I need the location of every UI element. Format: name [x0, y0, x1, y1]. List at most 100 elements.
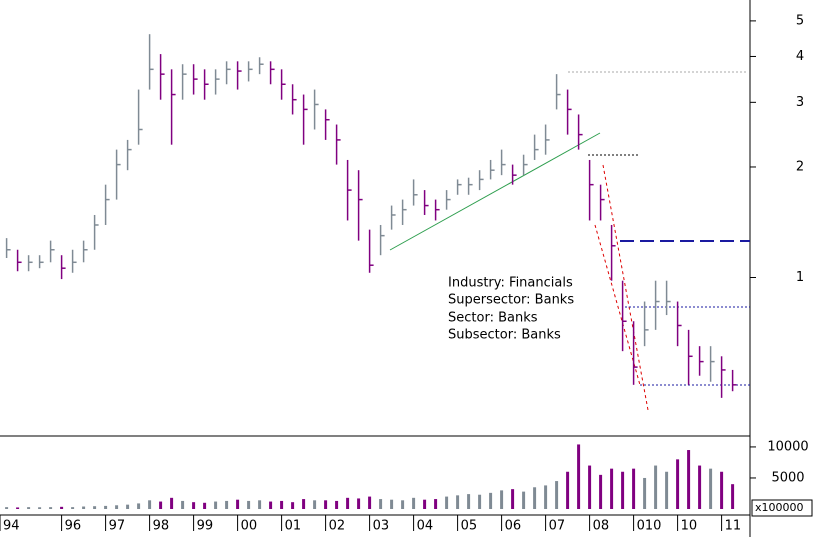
- annotation: Supersector: Banks: [448, 293, 574, 308]
- volume-bar: [192, 502, 196, 509]
- volume-bar: [214, 501, 218, 509]
- volume-bar: [698, 465, 702, 509]
- volume-bar: [82, 506, 86, 509]
- volume-bar: [346, 497, 350, 509]
- volume-bar: [467, 494, 471, 509]
- y-tick-label: 3: [796, 95, 804, 110]
- volume-bar: [709, 468, 713, 509]
- annotation: Subsector: Banks: [448, 328, 561, 343]
- volume-bar: [500, 490, 504, 509]
- volume-bar: [632, 468, 636, 509]
- volume-bar: [555, 481, 559, 509]
- volume-bar: [390, 499, 394, 509]
- x-tick-label: 06: [505, 519, 522, 534]
- volume-bar: [654, 465, 658, 509]
- volume-bar: [280, 500, 284, 509]
- y-tick-label: 5: [796, 13, 804, 28]
- volume-bar: [687, 450, 691, 509]
- y-tick-label: 2: [796, 159, 804, 174]
- volume-bar: [225, 500, 229, 509]
- volume-bar: [269, 501, 273, 509]
- volume-bar: [544, 485, 548, 509]
- volume-bar: [665, 471, 669, 509]
- volume-bar: [522, 491, 526, 509]
- volume-bar: [291, 502, 295, 509]
- volume-unit: x100000: [755, 501, 804, 514]
- volume-bar: [324, 500, 328, 509]
- volume-bar: [126, 504, 130, 509]
- volume-bar: [621, 471, 625, 509]
- volume-bar: [236, 499, 240, 509]
- volume-bar: [489, 492, 493, 509]
- x-tick-label: 02: [329, 519, 346, 534]
- volume-bar: [434, 499, 438, 509]
- x-tick-label: 96: [65, 519, 82, 534]
- volume-bar: [357, 498, 361, 509]
- volume-bar: [181, 500, 185, 509]
- volume-bar: [731, 484, 735, 509]
- volume-bar: [478, 494, 482, 509]
- x-tick-label: 98: [153, 519, 170, 534]
- volume-bar: [104, 505, 108, 509]
- volume-tick-label: 10000: [767, 439, 808, 454]
- volume-bar: [412, 497, 416, 509]
- x-tick-label: 99: [197, 519, 214, 534]
- x-tick-label: 01: [285, 519, 302, 534]
- volume-bar: [676, 459, 680, 509]
- x-tick-label: 07: [549, 519, 566, 534]
- volume-bar: [148, 500, 152, 509]
- volume-bar: [71, 507, 75, 509]
- volume-tick-label: 5000: [771, 470, 804, 485]
- volume-bar: [247, 500, 251, 509]
- volume-bar: [203, 502, 207, 509]
- volume-bar: [599, 474, 603, 509]
- volume-bar: [258, 500, 262, 509]
- annotation: Industry: Financials: [448, 276, 573, 291]
- channel-line: [594, 224, 641, 386]
- volume-bar: [533, 487, 537, 509]
- volume-bar: [115, 505, 119, 509]
- x-tick-label: 03: [373, 519, 390, 534]
- volume-bar: [93, 506, 97, 509]
- volume-bar: [170, 497, 174, 509]
- volume-bar: [610, 468, 614, 509]
- volume-bar: [401, 500, 405, 509]
- volume-bar: [445, 496, 449, 509]
- volume-bar: [302, 499, 306, 509]
- volume-bar: [456, 495, 460, 509]
- trend-line: [389, 132, 601, 251]
- volume-bar: [49, 507, 53, 509]
- volume-bar: [60, 506, 64, 509]
- volume-bar: [313, 500, 317, 509]
- volume-bar: [38, 507, 42, 509]
- x-tick-label: 010: [637, 519, 662, 534]
- volume-bar: [5, 507, 9, 509]
- volume-bar: [16, 507, 20, 509]
- annotation: Sector: Banks: [448, 311, 538, 326]
- volume-bar: [423, 499, 427, 509]
- y-tick-label: 1: [796, 270, 804, 285]
- x-tick-label: 05: [461, 519, 478, 534]
- volume-bar: [137, 503, 141, 509]
- volume-bar: [335, 500, 339, 509]
- volume-bar: [720, 471, 724, 509]
- volume-bar: [159, 501, 163, 509]
- volume-bar: [511, 489, 515, 509]
- volume-bar: [577, 444, 581, 509]
- unit-box: [751, 499, 813, 517]
- x-tick-label: 10: [681, 519, 698, 534]
- y-tick-label: 4: [796, 49, 804, 64]
- volume-bar: [379, 499, 383, 509]
- x-tick-label: 00: [241, 519, 258, 534]
- volume-bar: [368, 496, 372, 509]
- volume-bar: [27, 507, 31, 509]
- x-tick-label: 97: [109, 519, 126, 534]
- volume-bar: [643, 477, 647, 509]
- x-tick-label: 11: [725, 519, 742, 534]
- x-tick-label: 94: [3, 519, 20, 534]
- x-tick-label: 04: [417, 519, 434, 534]
- volume-bar: [566, 471, 570, 509]
- volume-bar: [588, 465, 592, 509]
